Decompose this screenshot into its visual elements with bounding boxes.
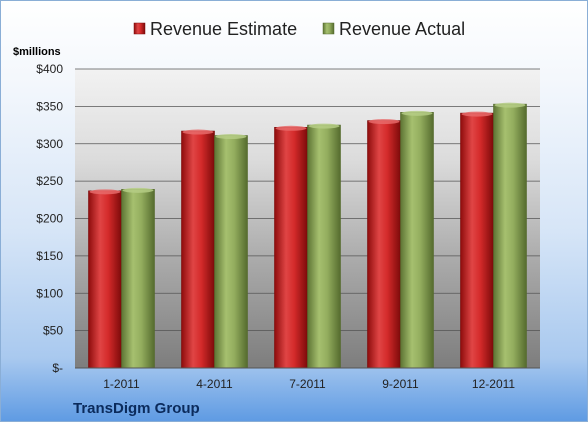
bar-top-highlight (401, 110, 433, 116)
legend-label-revenue-actual: Revenue Actual (339, 19, 465, 39)
legend-swatch-revenue-actual (322, 22, 335, 35)
bar-top-highlight (368, 119, 400, 125)
x-tick-label: 4-2011 (196, 377, 233, 391)
y-tick-label: $250 (36, 174, 63, 188)
bar-top-highlight (122, 187, 154, 193)
bar-revenue-estimate (274, 127, 308, 369)
x-tick-label: 9-2011 (382, 377, 419, 391)
bar-revenue-estimate (88, 190, 122, 369)
x-tick-label: 12-2011 (472, 377, 515, 391)
bar-revenue-estimate (181, 130, 215, 369)
company-name: TransDigm Group (73, 400, 200, 417)
y-tick-label: $200 (36, 212, 63, 226)
y-tick-label: $150 (36, 249, 63, 263)
x-tick-label: 1-2011 (103, 377, 140, 391)
bar-top-highlight (461, 111, 493, 117)
y-axis-ticks: $- $50 $100 $150 $200 $250 $300 $350 $400 (36, 62, 63, 375)
bar-revenue-actual (493, 103, 527, 369)
bar-top-highlight (89, 189, 121, 195)
bar-top-highlight (275, 125, 307, 131)
legend-label-revenue-estimate: Revenue Estimate (150, 19, 297, 39)
bar-revenue-actual (214, 135, 248, 369)
bar-top-highlight (308, 123, 340, 129)
bar-top-highlight (215, 134, 247, 140)
legend: Revenue Estimate Revenue Actual (133, 19, 465, 39)
bar-revenue-estimate (367, 120, 401, 369)
legend-swatch-revenue-estimate (133, 22, 146, 35)
bar-top-highlight (494, 102, 526, 108)
bar-revenue-actual (400, 112, 434, 369)
y-tick-label: $350 (36, 99, 63, 113)
bar-revenue-actual (307, 124, 341, 369)
y-tick-label: $50 (43, 324, 63, 338)
y-tick-label: $300 (36, 137, 63, 151)
bar-top-highlight (182, 129, 214, 135)
y-tick-label: $400 (36, 62, 63, 76)
y-axis-label: $millions (13, 46, 61, 58)
bar-revenue-estimate (460, 112, 494, 369)
y-tick-label: $- (52, 361, 63, 375)
bar-revenue-actual (121, 189, 155, 369)
y-tick-label: $100 (36, 286, 63, 300)
x-tick-label: 7-2011 (289, 377, 326, 391)
bars (88, 102, 527, 369)
x-axis-ticks: 1-2011 4-2011 7-2011 9-2011 12-2011 (103, 377, 515, 391)
